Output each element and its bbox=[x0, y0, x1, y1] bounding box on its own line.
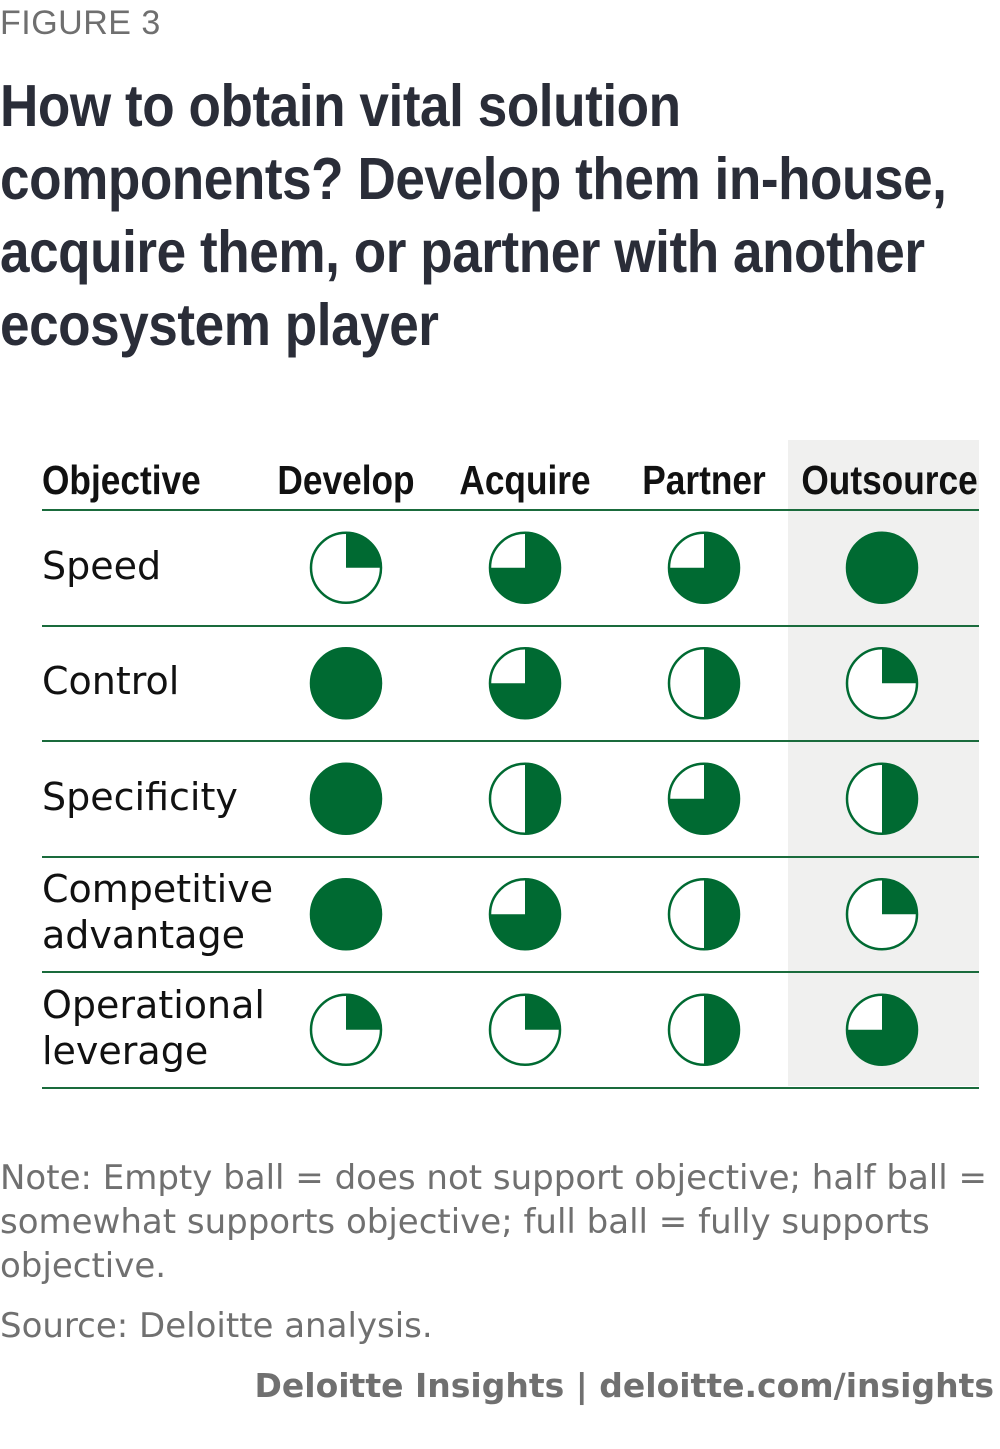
harvey-ball-outsource bbox=[845, 531, 919, 604]
harvey-ball-outsource bbox=[845, 762, 919, 835]
row-divider bbox=[42, 1086, 979, 1089]
chart-source: Source: Deloitte analysis. bbox=[0, 1306, 433, 1346]
row-label: Competitive advantage bbox=[42, 866, 273, 958]
row-label: Operational leverage bbox=[42, 982, 265, 1074]
header-rule bbox=[42, 509, 979, 511]
harvey-ball-partner bbox=[667, 531, 741, 604]
harvey-ball-partner bbox=[667, 647, 741, 720]
chart-title: How to obtain vital solution components?… bbox=[0, 73, 947, 358]
harvey-ball-outsource bbox=[845, 878, 919, 951]
column-header-outsource: Outsource bbox=[801, 457, 978, 503]
row-label-line: Competitive bbox=[42, 867, 274, 912]
harvey-ball-acquire bbox=[488, 647, 562, 720]
row-label-line: Speed bbox=[42, 543, 162, 588]
row-label: Speed bbox=[42, 543, 161, 589]
figure-label: FIGURE 3 bbox=[0, 4, 161, 42]
harvey-ball-acquire bbox=[488, 878, 562, 951]
harvey-ball-develop bbox=[309, 762, 383, 835]
row-label: Control bbox=[42, 658, 179, 704]
harvey-ball-acquire bbox=[488, 993, 562, 1066]
harvey-ball-partner bbox=[667, 993, 741, 1066]
harvey-ball-acquire bbox=[488, 531, 562, 604]
row-divider bbox=[42, 855, 979, 858]
column-header-objective: Objective bbox=[42, 457, 201, 503]
harvey-ball-develop bbox=[309, 531, 383, 604]
row-divider bbox=[42, 971, 979, 973]
harvey-ball-partner bbox=[667, 878, 741, 951]
chart-note: Note: Empty ball = does not support obje… bbox=[0, 1158, 987, 1286]
harvey-ball-develop bbox=[309, 878, 383, 951]
harvey-ball-outsource bbox=[845, 647, 919, 720]
column-header-partner: Partner bbox=[642, 457, 766, 503]
publisher-credit: Deloitte Insights | deloitte.com/insight… bbox=[254, 1366, 994, 1405]
harvey-ball-develop bbox=[309, 647, 383, 720]
row-divider bbox=[42, 740, 979, 742]
row-label: Specificity bbox=[42, 774, 238, 820]
row-label-line: advantage bbox=[42, 913, 245, 958]
row-divider bbox=[42, 624, 979, 627]
column-header-develop: Develop bbox=[277, 457, 415, 503]
row-label-line: Specificity bbox=[42, 774, 238, 819]
column-header-acquire: Acquire bbox=[459, 457, 591, 503]
harvey-ball-outsource bbox=[845, 993, 919, 1066]
row-label-line: Control bbox=[42, 659, 180, 704]
harvey-ball-acquire bbox=[488, 762, 562, 835]
harvey-ball-develop bbox=[309, 993, 383, 1066]
harvey-ball-partner bbox=[667, 762, 741, 835]
row-label-line: leverage bbox=[42, 1028, 209, 1073]
row-label-line: Operational bbox=[42, 982, 265, 1027]
